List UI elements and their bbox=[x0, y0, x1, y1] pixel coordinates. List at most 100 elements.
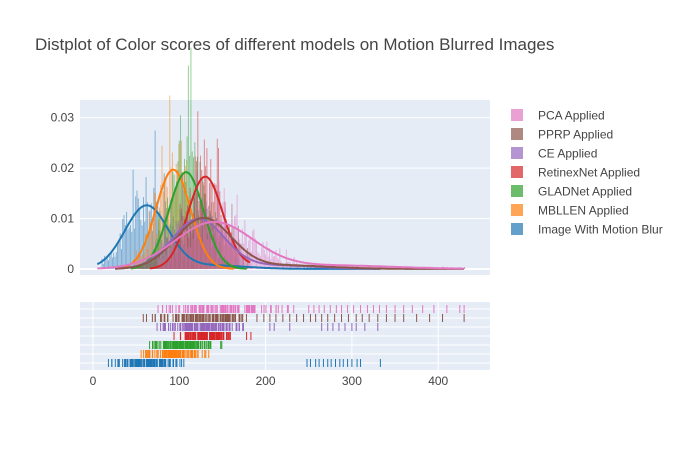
histogram-bar bbox=[140, 219, 142, 269]
histogram-bar bbox=[177, 161, 179, 269]
legend-label: GLADNet Applied bbox=[538, 185, 632, 199]
histogram-bar bbox=[180, 115, 182, 269]
histogram-bar bbox=[252, 231, 254, 269]
histogram-bar bbox=[283, 263, 285, 269]
histogram-bar bbox=[149, 260, 151, 269]
histogram-bar bbox=[122, 218, 124, 269]
histogram-bar bbox=[221, 227, 223, 269]
histogram-bar bbox=[152, 261, 154, 269]
histogram-bar bbox=[126, 211, 128, 269]
x-tick-label: 200 bbox=[256, 374, 276, 388]
histogram-bars bbox=[101, 47, 466, 269]
histogram-bar bbox=[191, 228, 193, 269]
histogram-bar bbox=[144, 263, 146, 269]
histogram-bar bbox=[310, 266, 312, 269]
legend-swatch bbox=[511, 204, 523, 216]
histogram-bar bbox=[262, 241, 264, 269]
histogram-bar bbox=[193, 224, 195, 269]
histogram-bar bbox=[142, 254, 144, 269]
histogram-bar bbox=[261, 247, 263, 269]
density-curve bbox=[96, 204, 381, 270]
histogram-bar bbox=[172, 171, 174, 269]
histogram-bar bbox=[201, 203, 203, 269]
histogram-bar bbox=[232, 238, 234, 269]
histogram-bar bbox=[110, 252, 112, 269]
histogram-bar bbox=[146, 261, 147, 269]
histogram-bar bbox=[161, 244, 163, 269]
histogram-bar bbox=[187, 65, 189, 269]
histogram-bar bbox=[109, 255, 111, 269]
histogram-bar bbox=[118, 239, 120, 269]
x-tick-label: 400 bbox=[428, 374, 448, 388]
histogram-bar bbox=[117, 245, 119, 269]
x-tick-label: 100 bbox=[169, 374, 189, 388]
histogram-bar bbox=[179, 249, 181, 269]
density-curves bbox=[96, 168, 464, 270]
histogram-bar bbox=[171, 234, 173, 269]
legend-swatch bbox=[511, 128, 523, 140]
histogram-bar bbox=[244, 220, 246, 269]
histogram-bar bbox=[209, 222, 211, 269]
histogram-bar bbox=[161, 145, 163, 269]
histogram-bar bbox=[152, 223, 154, 269]
density-y-axis: 0 0.01 0.02 0.03 bbox=[51, 111, 75, 276]
histogram-bar bbox=[162, 243, 164, 269]
histogram-bar bbox=[281, 263, 283, 269]
density-curve bbox=[130, 171, 247, 270]
histogram-bar bbox=[266, 241, 268, 269]
histogram-bar bbox=[153, 192, 155, 269]
histogram-bar bbox=[186, 234, 188, 269]
histogram-bar bbox=[149, 222, 151, 269]
histogram-bar bbox=[293, 256, 295, 269]
histogram-bar bbox=[135, 196, 137, 269]
histogram-bar bbox=[173, 174, 175, 269]
histogram-bar bbox=[156, 253, 158, 269]
histogram-bar bbox=[203, 207, 204, 269]
legend-swatch bbox=[511, 223, 523, 235]
histogram-bar bbox=[253, 228, 255, 269]
rug-marks bbox=[107, 305, 465, 367]
density-curve bbox=[97, 220, 464, 270]
histogram-bar bbox=[148, 260, 150, 269]
histogram-bar bbox=[213, 243, 215, 269]
histogram-bar bbox=[111, 257, 113, 269]
histogram-bar bbox=[131, 231, 133, 269]
y-tick-label: 0.02 bbox=[51, 161, 75, 175]
histogram-bar bbox=[115, 252, 117, 269]
histogram-bar bbox=[248, 240, 250, 269]
histogram-bar bbox=[121, 249, 122, 269]
histogram-bar bbox=[196, 221, 198, 269]
histogram-bar bbox=[124, 225, 126, 269]
histogram-bar bbox=[307, 266, 309, 269]
rug-x-axis: 0 100 200 300 400 bbox=[90, 374, 449, 388]
histogram-bar bbox=[227, 229, 229, 269]
histogram-bar bbox=[160, 243, 162, 269]
histogram-bar bbox=[132, 169, 134, 269]
histogram-bar bbox=[210, 240, 212, 269]
histogram-bar bbox=[199, 241, 201, 269]
x-tick-label: 0 bbox=[90, 374, 97, 388]
histogram-bar bbox=[114, 256, 116, 269]
histogram-bar bbox=[146, 234, 147, 269]
histogram-bar bbox=[137, 198, 139, 269]
histogram-bar bbox=[140, 266, 142, 269]
histogram-bar bbox=[263, 249, 265, 269]
histogram-bar bbox=[104, 255, 106, 269]
legend-label: RetinexNet Applied bbox=[538, 166, 640, 180]
legend-label: PCA Applied bbox=[538, 109, 605, 123]
legend-label: CE Applied bbox=[538, 147, 597, 161]
histogram-bar bbox=[157, 255, 159, 269]
histogram-bar bbox=[269, 248, 270, 269]
histogram-bar bbox=[226, 229, 228, 269]
density-panel: 0 0.01 0.02 0.03 bbox=[51, 47, 490, 276]
legend-swatch bbox=[511, 185, 523, 197]
chart-title: Distplot of Color scores of different mo… bbox=[35, 35, 554, 54]
histogram-bar bbox=[151, 223, 153, 269]
legend-label: Image With Motion Blur bbox=[538, 223, 663, 237]
histogram-bar bbox=[208, 227, 210, 269]
x-tick-label: 300 bbox=[342, 374, 362, 388]
histogram-bar bbox=[128, 227, 130, 269]
rug-panel: 0 100 200 300 400 bbox=[80, 302, 490, 388]
histogram-bar bbox=[130, 224, 131, 269]
